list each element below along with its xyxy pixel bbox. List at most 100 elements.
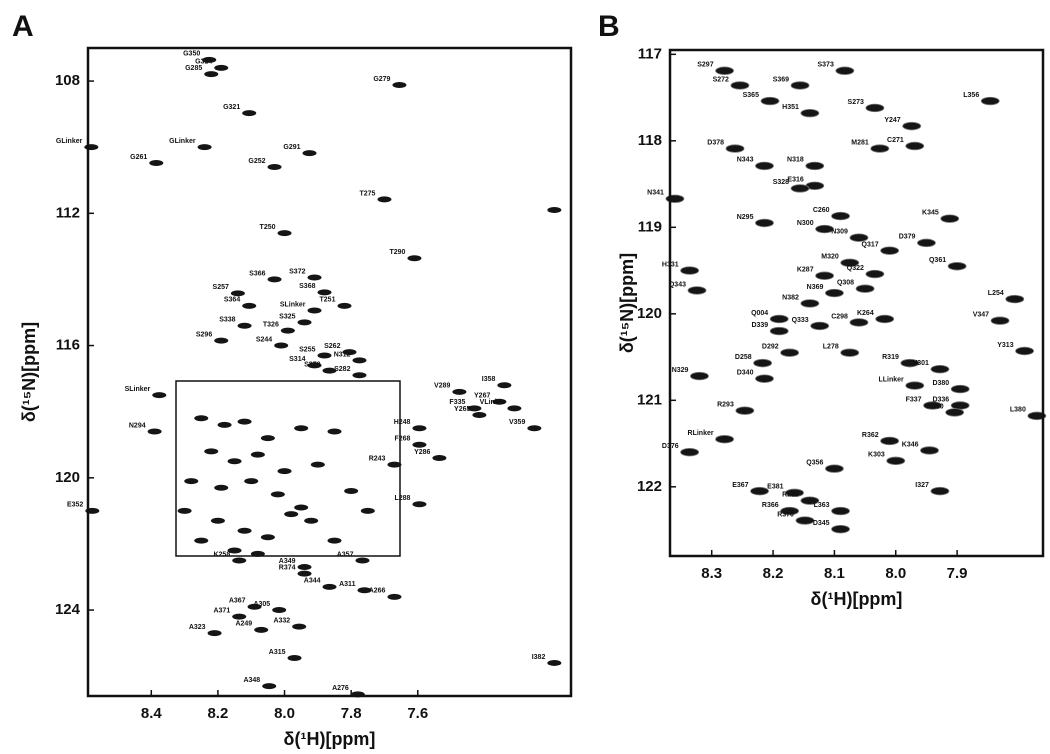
peak [352,357,367,364]
peak [149,160,164,167]
y-tick-label: 117 [638,45,662,62]
peak-label: N382 [782,294,799,301]
y-tick-label: 108 [55,72,80,89]
peak-label: S368 [299,283,315,290]
panel-letter: A [12,10,34,43]
peak [755,218,774,228]
peak-label: R243 [369,455,386,462]
peak-label: G285 [185,65,202,72]
peak [260,534,275,541]
peak-label: RLinker [688,430,714,437]
peak [204,448,219,455]
peak-label: K303 [868,452,885,459]
peak [725,144,745,153]
peak [337,302,352,309]
peak [214,64,229,71]
peak-label: I327 [915,482,929,489]
peak [785,488,804,498]
peak-label: G279 [373,76,390,83]
peak [432,454,447,461]
peak-label: Y301 [913,360,929,367]
peak [831,506,850,516]
peak [750,486,769,496]
x-tick-label: 8.3 [701,565,722,582]
peak-label: S272 [713,76,729,83]
peak-label: R362 [862,432,879,439]
peak-label: N343 [737,157,754,164]
y-tick-label: 122 [637,478,662,495]
peak [715,435,735,444]
peak-label: A315 [269,649,286,656]
peak [849,318,869,327]
peak [184,478,199,485]
peak [247,603,262,610]
peak [800,108,820,118]
peak-label: S328 [773,179,789,186]
peak [800,299,820,308]
x-tick-label: 7.9 [947,565,968,582]
peak [237,322,252,329]
peak [297,319,312,326]
peak [780,348,800,357]
peak-label: C260 [813,207,830,214]
peak [344,488,359,495]
peak [920,446,939,455]
peak [307,307,322,314]
peak [294,425,309,432]
peak [825,288,844,298]
peak [980,96,1000,106]
peak [352,372,367,379]
peak [547,659,562,666]
y-tick-label: 119 [638,218,662,235]
peak [840,348,860,357]
peak-label: D345 [813,520,830,527]
peak [795,516,815,525]
peak [865,103,885,113]
peak [237,418,252,425]
peak [950,384,970,394]
peak-label: K287 [797,267,814,274]
peak-label: D292 [762,344,779,351]
x-tick-label: 7.8 [341,705,362,722]
plot-frame [668,48,1045,558]
peak-label: A276 [332,685,349,692]
peak-label: A371 [213,607,230,614]
peak-label: E352 [67,502,83,509]
peak-label: G324 [195,59,212,66]
peak-label: T251 [320,297,336,304]
peak-label: V289 [434,383,450,390]
peak [900,358,920,368]
peak [84,144,99,151]
peak [945,408,965,417]
peak [327,428,342,435]
plot-frame [86,46,573,698]
peak-label: GLinker [56,138,83,145]
peak-label: S314 [289,356,305,363]
y-axis-title: δ(¹⁵N)[ppm] [617,253,637,353]
peak-label: R293 [717,402,734,409]
peak-label: S325 [279,313,295,320]
peak [831,211,850,221]
zoom-box [175,380,401,557]
peak [810,321,830,331]
peak [769,326,789,336]
peak [355,557,370,564]
peak-label: F337 [906,396,922,403]
peak [242,110,257,117]
peak-label: S262 [324,343,340,350]
peak [855,284,875,293]
peak [327,537,342,544]
peak-label: A305 [253,601,270,608]
peak [940,214,960,223]
peak [687,286,707,295]
peak [880,436,900,446]
peak [835,66,855,75]
peak [197,144,212,151]
peak [274,342,289,349]
peak [194,415,209,422]
peak-label: T275 [359,190,375,197]
peak-label: I382 [532,654,546,661]
peak-label: H351 [782,104,799,111]
peak-label: K346 [902,441,919,448]
